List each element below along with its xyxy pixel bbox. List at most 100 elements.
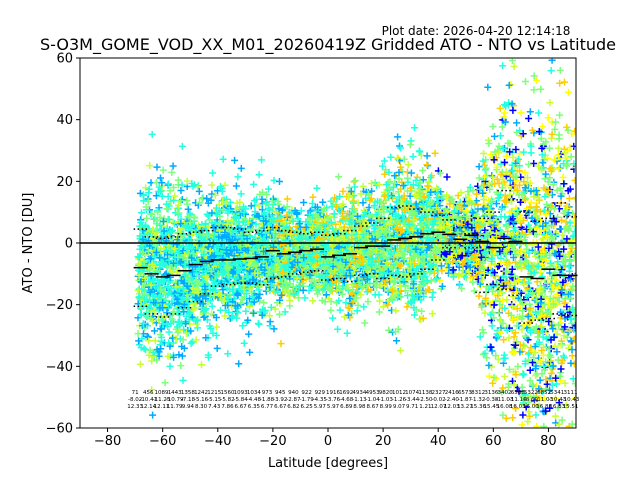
scatter-point [348, 310, 356, 318]
scatter-point [534, 243, 542, 251]
scatter-point [394, 133, 402, 141]
scatter-point [571, 395, 576, 402]
scatter-point [489, 123, 497, 131]
scatter-point [499, 62, 507, 70]
scatter-point [555, 240, 563, 248]
scatter-point [561, 323, 569, 331]
scatter-point [239, 322, 247, 330]
scatter-point [148, 130, 156, 138]
scatter-point [558, 231, 566, 239]
chart-title: S-O3M_GOME_VOD_XX_M01_20260419Z Gridded … [40, 35, 616, 55]
scatter-point [329, 314, 337, 322]
scatter-point [270, 176, 278, 184]
scatter-point [397, 163, 405, 171]
scatter-point [562, 401, 570, 409]
scatter-point [371, 291, 379, 299]
scatter-point [509, 106, 517, 114]
scatter-point [404, 161, 412, 169]
scatter-point [526, 412, 534, 420]
scatter-point [485, 372, 493, 380]
scatter-point [530, 72, 538, 80]
scatter-point [552, 394, 560, 402]
scatter-point [571, 380, 576, 388]
scatter-point [498, 123, 506, 131]
scatter-point [509, 414, 517, 422]
plot-area: 71 456 1089 1443 1358 1242 1215 1560 1093 1034 973… [79, 57, 580, 429]
scatter-point [499, 411, 507, 419]
scatter-point [205, 353, 212, 361]
scatter-point [570, 326, 576, 333]
scatter-point [300, 199, 308, 206]
scatter-point [496, 288, 504, 296]
scatter-point [548, 58, 556, 64]
scatter-point [495, 142, 503, 150]
scatter-point [506, 148, 514, 156]
scatter-point [492, 352, 500, 360]
scatter-point [524, 418, 532, 425]
scatter-point [521, 342, 529, 350]
scatter-point [309, 193, 317, 201]
scatter-point [418, 307, 425, 315]
scatter-point [568, 420, 576, 428]
scatter-point [537, 269, 545, 277]
scatter-point [541, 366, 549, 374]
scatter-points [134, 58, 576, 428]
scatter-point [387, 153, 395, 161]
scatter-point [171, 219, 178, 227]
scatter-point [250, 180, 258, 188]
scatter-point [208, 302, 216, 310]
scatter-point [571, 360, 576, 368]
scatter-point [500, 336, 508, 344]
scatter-point [546, 404, 554, 412]
scatter-point [556, 66, 564, 74]
scatter-point [531, 397, 539, 405]
scatter-point [247, 202, 255, 210]
scatter-point [380, 208, 388, 216]
scatter-point [526, 366, 534, 374]
scatter-point [207, 196, 215, 204]
scatter-point [397, 144, 404, 152]
scatter-point [563, 333, 571, 341]
scatter-point [380, 157, 388, 165]
scatter-point [522, 78, 529, 85]
scatter-point [153, 163, 161, 171]
scatter-point [411, 311, 418, 319]
scatter-point [308, 206, 316, 214]
scatter-point [503, 296, 511, 304]
plot-date-label: Plot date: 2026-04-20 12:14:18 [382, 24, 571, 38]
scatter-point [281, 308, 289, 316]
scatter-point [540, 423, 548, 428]
scatter-point [428, 293, 436, 301]
scatter-point [344, 303, 352, 311]
scatter-point [443, 173, 451, 181]
scatter-point [567, 359, 575, 367]
scatter-point [546, 144, 553, 152]
scatter-point [221, 181, 229, 189]
scatter-point [431, 276, 439, 284]
scatter-point [202, 334, 210, 342]
scatter-point [551, 125, 559, 133]
scatter-point [501, 213, 509, 221]
scatter-point [410, 304, 418, 312]
scatter-point [535, 194, 543, 202]
scatter-point [541, 193, 549, 201]
scatter-point [528, 126, 536, 134]
scatter-point [165, 328, 173, 336]
scatter-point [498, 388, 506, 396]
scatter-point [561, 379, 569, 387]
scatter-point [567, 153, 575, 161]
scatter-point [295, 263, 303, 270]
scatter-point [563, 123, 571, 131]
scatter-point [339, 187, 347, 195]
scatter-point [544, 154, 551, 162]
scatter-point [546, 359, 554, 366]
scatter-point [161, 379, 169, 387]
scatter-point [543, 380, 551, 388]
scatter-point [199, 194, 207, 202]
scatter-point [360, 303, 368, 311]
scatter-point [537, 85, 545, 93]
scatter-point [297, 207, 305, 215]
scatter-point [569, 282, 576, 290]
scatter-point [497, 160, 505, 168]
